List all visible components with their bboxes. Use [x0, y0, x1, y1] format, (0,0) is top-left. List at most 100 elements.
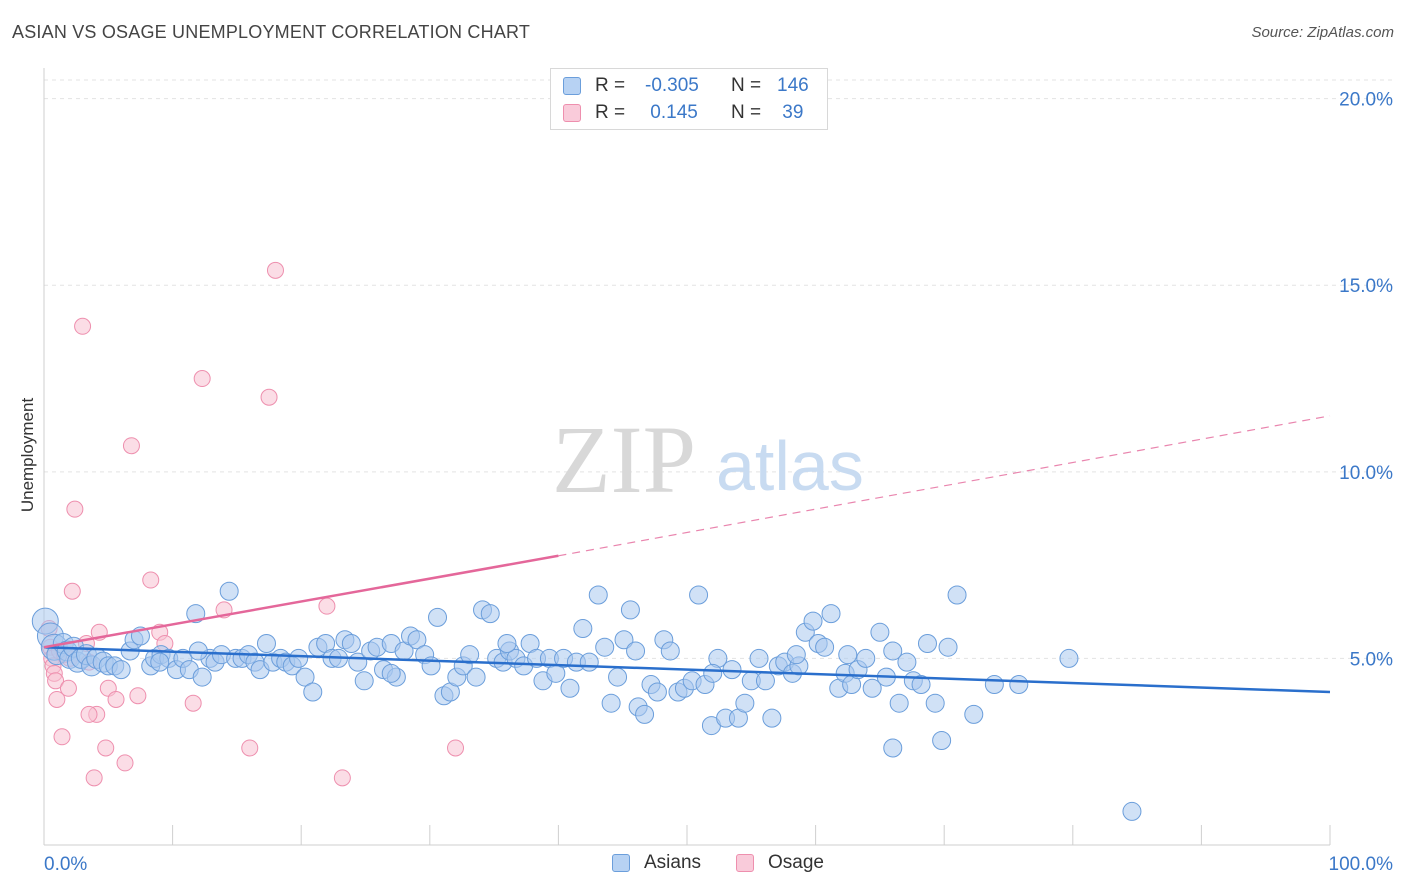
- asians-trend-line: [43, 645, 1331, 694]
- y-tick-label: 20.0%: [1339, 90, 1393, 111]
- asian-point: [573, 619, 593, 639]
- osage-point: [59, 679, 77, 697]
- asian-point: [883, 641, 903, 661]
- asian-point: [608, 667, 628, 687]
- watermark: ZIP atlas: [552, 406, 864, 513]
- osage-point: [47, 672, 65, 690]
- chart-title: ASIAN VS OSAGE UNEMPLOYMENT CORRELATION …: [12, 22, 531, 42]
- asian-point: [815, 637, 835, 657]
- osage-point: [66, 500, 84, 518]
- grid: [44, 79, 1393, 659]
- x-tick-label-max: 100.0%: [1329, 854, 1394, 875]
- asian-point: [689, 585, 709, 605]
- osage-trend-extension: [558, 415, 1331, 557]
- asian-point: [601, 693, 621, 713]
- asian-point: [407, 630, 427, 650]
- osage-point: [48, 690, 66, 708]
- osage-point: [85, 769, 103, 787]
- asian-point: [620, 600, 640, 620]
- x-tick-label-min: 0.0%: [44, 854, 87, 875]
- trend-lines: [43, 415, 1331, 694]
- n-label: N =: [731, 75, 762, 96]
- asian-point: [1122, 801, 1142, 821]
- asian-point: [188, 641, 208, 661]
- asian-point: [626, 641, 646, 661]
- asian-point: [964, 704, 984, 724]
- y-tick-label: 5.0%: [1350, 649, 1393, 670]
- asian-point: [762, 708, 782, 728]
- asian-point: [186, 604, 206, 624]
- asian-point: [947, 585, 967, 605]
- asian-point: [838, 645, 858, 665]
- osage-point: [318, 597, 336, 615]
- source-label: Source: ZipAtlas.com: [1251, 24, 1394, 41]
- asian-point: [635, 704, 655, 724]
- asian-point: [428, 607, 448, 627]
- asian-point: [911, 675, 931, 695]
- asian-point: [755, 671, 775, 691]
- asian-point: [466, 667, 486, 687]
- osage-trend-line: [43, 554, 559, 649]
- asian-point: [303, 682, 323, 702]
- asian-point: [722, 660, 742, 680]
- series-osage: [40, 261, 465, 787]
- asian-point: [614, 630, 634, 650]
- osage-point: [241, 739, 259, 757]
- asian-point: [735, 693, 755, 713]
- asian-point: [862, 678, 882, 698]
- y-tick-labels: 5.0% 10.0% 15.0% 20.0%: [1339, 90, 1393, 671]
- asian-point: [219, 581, 239, 601]
- r-value: -0.305: [645, 75, 699, 96]
- asian-point: [1059, 648, 1079, 668]
- osage-point: [63, 582, 81, 600]
- asian-point: [1009, 675, 1029, 695]
- y-tick-label: 15.0%: [1339, 276, 1393, 297]
- asians-legend-label: Asians: [644, 852, 702, 873]
- asian-point: [938, 637, 958, 657]
- asian-point: [647, 682, 667, 702]
- osage-point: [193, 370, 211, 388]
- asian-point: [897, 652, 917, 672]
- asian-point: [289, 648, 309, 668]
- osage-point: [333, 769, 351, 787]
- asian-point: [111, 660, 131, 680]
- asian-point: [354, 671, 374, 691]
- axes: [43, 68, 1331, 846]
- asian-point: [150, 652, 170, 672]
- asian-point: [256, 633, 276, 653]
- r-label: R =: [595, 75, 626, 96]
- asians-legend-swatch: [612, 854, 630, 872]
- asian-point: [497, 633, 517, 653]
- asian-point: [460, 645, 480, 665]
- asian-point: [870, 622, 890, 642]
- asian-point: [803, 611, 823, 631]
- n-value: 146: [777, 75, 809, 96]
- series-asians: [31, 581, 1142, 821]
- watermark-zip: ZIP: [552, 406, 696, 513]
- n-label: N =: [731, 102, 762, 123]
- asian-point: [786, 645, 806, 665]
- asian-point: [295, 667, 315, 687]
- r-label: R =: [595, 102, 626, 123]
- osage-point: [142, 571, 160, 589]
- osage-swatch: [563, 104, 581, 122]
- osage-legend-label: Osage: [768, 852, 824, 873]
- asian-point: [560, 678, 580, 698]
- osage-point: [122, 437, 140, 455]
- asian-point: [579, 652, 599, 672]
- osage-point: [74, 317, 92, 335]
- watermark-atlas: atlas: [716, 427, 864, 505]
- asian-point: [925, 693, 945, 713]
- asian-point: [192, 667, 212, 687]
- osage-point: [184, 694, 202, 712]
- asian-point: [889, 693, 909, 713]
- osage-point: [107, 690, 125, 708]
- y-tick-label: 10.0%: [1339, 463, 1393, 484]
- asians-swatch: [563, 77, 581, 95]
- osage-point: [80, 705, 98, 723]
- asian-point: [381, 663, 401, 683]
- asian-point: [821, 604, 841, 624]
- osage-point: [116, 754, 134, 772]
- correlation-legend: R = -0.305 N = 146 R = 0.145 N = 39: [550, 68, 828, 130]
